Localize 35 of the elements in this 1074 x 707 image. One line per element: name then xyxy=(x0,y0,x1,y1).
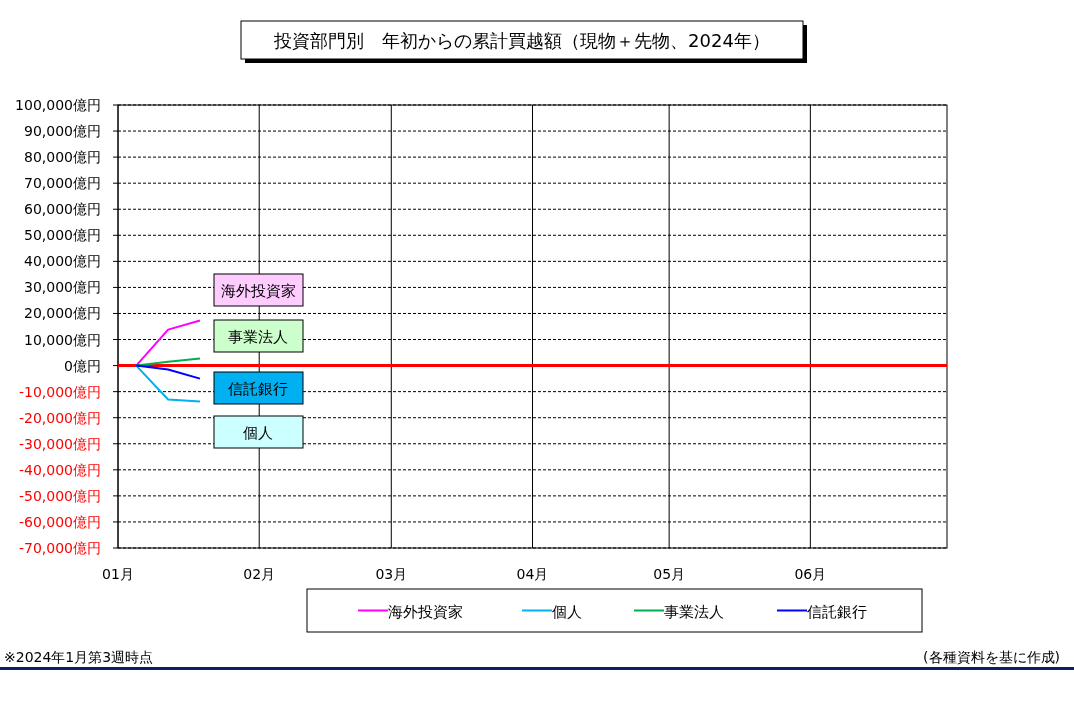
y-tick-label: 100,000億円 xyxy=(15,97,101,113)
y-tick-label: -50,000億円 xyxy=(18,487,101,504)
y-tick-label: 70,000億円 xyxy=(24,175,101,192)
y-tick-label: 0億円 xyxy=(64,357,101,374)
annotation: 事業法人 xyxy=(228,328,288,346)
annotation: 個人 xyxy=(243,424,273,442)
y-tick-label: -70,000億円 xyxy=(18,540,101,556)
y-tick-label: -20,000億円 xyxy=(18,409,101,426)
x-tick-label: 02月 xyxy=(243,566,276,582)
y-tick-label: 40,000億円 xyxy=(24,253,101,270)
annotation: 信託銀行 xyxy=(228,380,288,398)
y-tick-label: 60,000億円 xyxy=(24,201,101,218)
legend-label: 事業法人 xyxy=(664,602,724,621)
y-tick-label: -10,000億円 xyxy=(18,383,101,400)
y-tick-label: 50,000億円 xyxy=(24,227,101,244)
x-tick-label: 03月 xyxy=(375,566,408,582)
x-tick-label: 05月 xyxy=(653,566,686,582)
text: ※2024年1月第3週時点 xyxy=(4,649,154,665)
y-tick-label: 30,000億円 xyxy=(24,279,101,296)
y-tick-label: -60,000億円 xyxy=(18,513,101,530)
annotation: 海外投資家 xyxy=(220,282,296,300)
y-tick-label: 20,000億円 xyxy=(24,305,101,322)
y-tick-label: -40,000億円 xyxy=(18,461,101,478)
legend-label: 信託銀行 xyxy=(807,602,867,621)
y-tick-label: 90,000億円 xyxy=(24,123,101,140)
legend-label: 個人 xyxy=(552,602,582,621)
y-tick-label: 10,000億円 xyxy=(24,331,101,348)
y-tick-label: 80,000億円 xyxy=(24,149,101,166)
legend-label: 海外投資家 xyxy=(388,602,463,621)
text: (各種資料を基に作成) xyxy=(923,649,1060,665)
y-tick-label: -30,000億円 xyxy=(18,435,101,452)
x-tick-label: 04月 xyxy=(516,566,549,582)
x-tick-label: 06月 xyxy=(794,566,827,582)
x-tick-label: 01月 xyxy=(102,566,134,582)
chart-title: 投資部門別 年初からの累計買越額（現物＋先物、2024年） xyxy=(273,30,770,51)
